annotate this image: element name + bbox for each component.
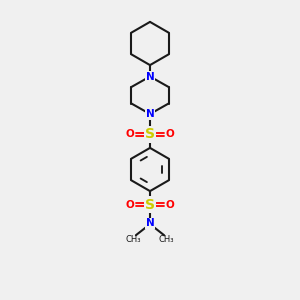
Text: CH₃: CH₃ — [159, 236, 174, 244]
Text: O: O — [166, 200, 175, 210]
Text: CH₃: CH₃ — [126, 236, 141, 244]
Text: O: O — [166, 129, 175, 140]
Text: S: S — [145, 128, 155, 141]
Text: N: N — [146, 71, 154, 82]
Text: O: O — [125, 200, 134, 210]
Text: N: N — [146, 218, 154, 229]
Text: N: N — [146, 109, 154, 119]
Text: S: S — [145, 198, 155, 212]
Text: O: O — [125, 129, 134, 140]
